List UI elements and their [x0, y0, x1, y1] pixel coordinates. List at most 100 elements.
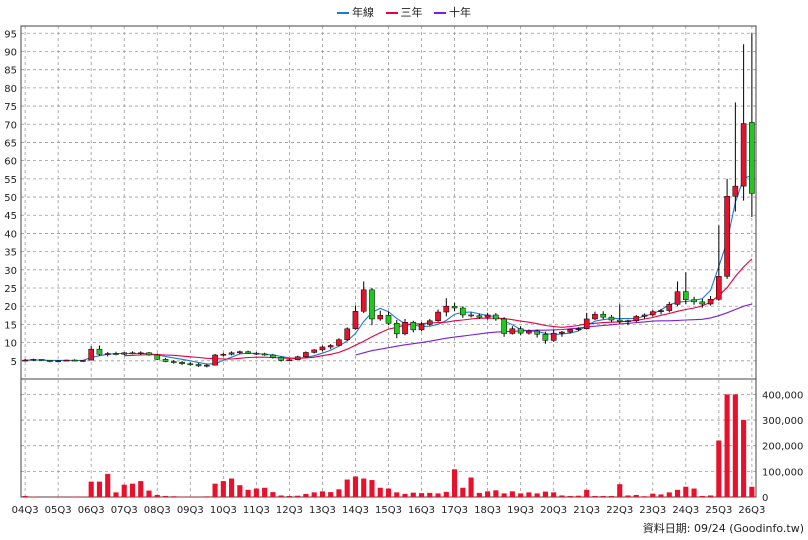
price-tick-label: 80: [4, 84, 17, 95]
candle-body: [402, 321, 408, 335]
candle-body: [567, 329, 573, 333]
volume-bar: [311, 492, 317, 497]
candle-body: [649, 311, 656, 316]
candle-body: [71, 359, 78, 362]
volume-bar: [534, 493, 540, 497]
x-tick-label: 18Q3: [474, 505, 501, 516]
volume-bar: [641, 496, 648, 497]
candle-body: [261, 353, 268, 356]
volume-bar: [501, 493, 507, 497]
chart-legend: 年線 三年 十年: [0, 4, 808, 20]
candle-body: [129, 352, 136, 355]
x-tick-label: 14Q3: [342, 505, 369, 516]
volume-bar: [542, 491, 548, 497]
volume-bar: [666, 492, 672, 497]
x-tick-label: 05Q3: [45, 505, 72, 516]
price-tick-label: 15: [4, 320, 17, 331]
candle-body: [204, 364, 210, 367]
volume-bar: [402, 493, 408, 497]
candle-body: [294, 356, 301, 360]
candle-body: [195, 364, 202, 367]
candle-body: [410, 321, 417, 331]
candle-body: [303, 352, 309, 358]
volume-bar: [138, 481, 144, 497]
price-tick-label: 65: [4, 138, 17, 149]
volume-bar: [485, 491, 491, 497]
volume-bar: [237, 485, 243, 497]
price-tick-label: 55: [4, 175, 17, 186]
volume-bar: [427, 492, 433, 497]
candle-body: [633, 316, 640, 322]
volume-bars: [22, 394, 755, 497]
volume-tick-label: 300,000: [762, 416, 803, 427]
candle-body: [121, 352, 128, 355]
volume-bar: [204, 496, 210, 497]
candle-body: [641, 314, 648, 317]
candle-body: [526, 330, 532, 334]
candle-body: [716, 276, 722, 300]
volume-bar: [171, 496, 177, 497]
volume-bar: [732, 394, 738, 497]
candle-body: [707, 299, 714, 305]
grid-layer: [21, 26, 756, 497]
candle-body: [278, 357, 284, 361]
candle-body: [435, 311, 441, 322]
volume-bar: [691, 488, 697, 497]
volume-bar: [625, 495, 631, 497]
x-tick-label: 04Q3: [12, 505, 39, 516]
volume-bar: [509, 491, 515, 497]
candle-body: [509, 328, 516, 334]
candle-body: [674, 291, 681, 305]
legend-item-three-year: 三年: [385, 4, 423, 20]
volume-bar: [105, 473, 111, 497]
candle-body: [63, 359, 70, 362]
volume-bar: [584, 489, 590, 497]
candle-body: [336, 339, 342, 346]
candle-body: [170, 361, 177, 363]
candle-body: [286, 359, 293, 361]
candle-body: [740, 123, 747, 187]
legend-label-three-year: 三年: [400, 6, 423, 19]
candle-body: [724, 196, 730, 277]
candle-body: [575, 328, 582, 331]
candle-body: [319, 346, 326, 351]
price-tick-label: 45: [4, 211, 17, 222]
candle-body: [344, 328, 351, 340]
volume-bar: [452, 469, 458, 497]
price-tick-label: 90: [4, 47, 17, 58]
price-tick-label: 75: [4, 102, 17, 113]
candle-body: [493, 314, 499, 320]
volume-bar: [608, 495, 615, 497]
x-tick-label: 16Q3: [408, 505, 435, 516]
candle-body: [583, 318, 590, 330]
candle-body: [484, 314, 491, 318]
volume-bar: [72, 496, 78, 497]
volume-bar: [262, 487, 268, 497]
volume-bar: [253, 488, 259, 497]
volume-bar: [592, 495, 598, 497]
volume-bar: [278, 495, 284, 497]
volume-bar: [394, 492, 400, 497]
volume-bar: [600, 495, 606, 497]
candle-body: [451, 305, 458, 309]
volume-bar: [559, 495, 565, 497]
volume-bar: [377, 487, 383, 497]
x-tick-label: 23Q3: [639, 505, 666, 516]
x-tick-label: 11Q3: [243, 505, 270, 516]
volume-bar: [113, 492, 119, 497]
volume-bar: [179, 496, 185, 497]
candle-body: [592, 313, 598, 320]
x-tick-label: 10Q3: [210, 505, 237, 516]
candle-body: [253, 352, 260, 355]
volume-bar: [749, 486, 755, 497]
candle-body: [699, 301, 706, 305]
volume-bar: [162, 495, 169, 497]
candle-body: [179, 362, 185, 364]
candle-body: [352, 311, 359, 330]
volume-tick-label: 400,000: [762, 390, 803, 401]
volume-bar: [493, 490, 499, 497]
price-tick-label: 30: [4, 266, 17, 277]
x-tick-label: 22Q3: [606, 505, 633, 516]
volume-tick-label: 200,000: [762, 442, 803, 453]
